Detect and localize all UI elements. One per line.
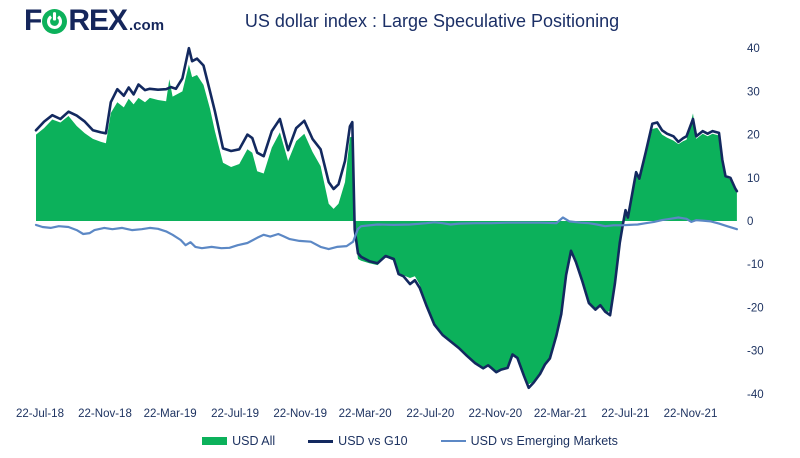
logo-letters-rex: REX (68, 4, 128, 37)
legend-swatch-usd-em (440, 439, 466, 443)
chart-title: US dollar index : Large Speculative Posi… (244, 11, 620, 31)
svg-text:22-Nov-21: 22-Nov-21 (664, 408, 718, 420)
legend-item-usd-em: USD vs Emerging Markets (440, 434, 618, 448)
logo-letter-f: F (24, 4, 42, 37)
legend-swatch-usd-all (202, 437, 228, 445)
svg-text:-40: -40 (747, 389, 764, 401)
svg-text:-20: -20 (747, 302, 764, 314)
legend-swatch-usd-g10 (308, 439, 334, 443)
svg-text:22-Mar-20: 22-Mar-20 (339, 408, 392, 420)
svg-text:22-Jul-21: 22-Jul-21 (601, 408, 649, 420)
legend-item-usd-all: USD All (202, 434, 275, 448)
svg-text:40: 40 (747, 43, 760, 55)
svg-text:22-Mar-19: 22-Mar-19 (144, 408, 197, 420)
forex-logo: F REX .com (24, 4, 165, 37)
legend-item-usd-g10: USD vs G10 (308, 434, 408, 448)
svg-text:22-Jul-18: 22-Jul-18 (16, 408, 64, 420)
logo-power-o-icon (42, 8, 68, 34)
svg-text:22-Mar-21: 22-Mar-21 (534, 408, 587, 420)
logo-tld: .com (129, 17, 165, 34)
svg-text:22-Jul-19: 22-Jul-19 (211, 408, 259, 420)
svg-text:22-Jul-20: 22-Jul-20 (406, 408, 454, 420)
x-axis-labels: 22-Jul-18 22-Nov-18 22-Mar-19 22-Jul-19 22-N… (16, 408, 717, 420)
svg-text:22-Nov-20: 22-Nov-20 (468, 408, 522, 420)
svg-text:-30: -30 (747, 346, 764, 358)
legend-label-usd-em: USD vs Emerging Markets (470, 434, 618, 448)
usd-g10-line (34, 46, 739, 390)
legend-label-usd-all: USD All (232, 434, 276, 448)
svg-text:0: 0 (747, 216, 753, 228)
svg-text:22-Nov-19: 22-Nov-19 (273, 408, 327, 420)
svg-text:20: 20 (747, 130, 760, 142)
y-axis-labels: 40 30 20 10 0 -10 -20 -30 -40 (747, 43, 764, 401)
legend-label-usd-g10: USD vs G10 (338, 434, 408, 448)
svg-text:-10: -10 (747, 259, 764, 271)
svg-text:10: 10 (747, 173, 760, 185)
legend: USD All USD vs G10 USD vs Emerging Marke… (0, 434, 800, 448)
svg-text:30: 30 (747, 86, 760, 98)
svg-text:22-Nov-18: 22-Nov-18 (78, 408, 132, 420)
usd-em-line (34, 216, 739, 251)
